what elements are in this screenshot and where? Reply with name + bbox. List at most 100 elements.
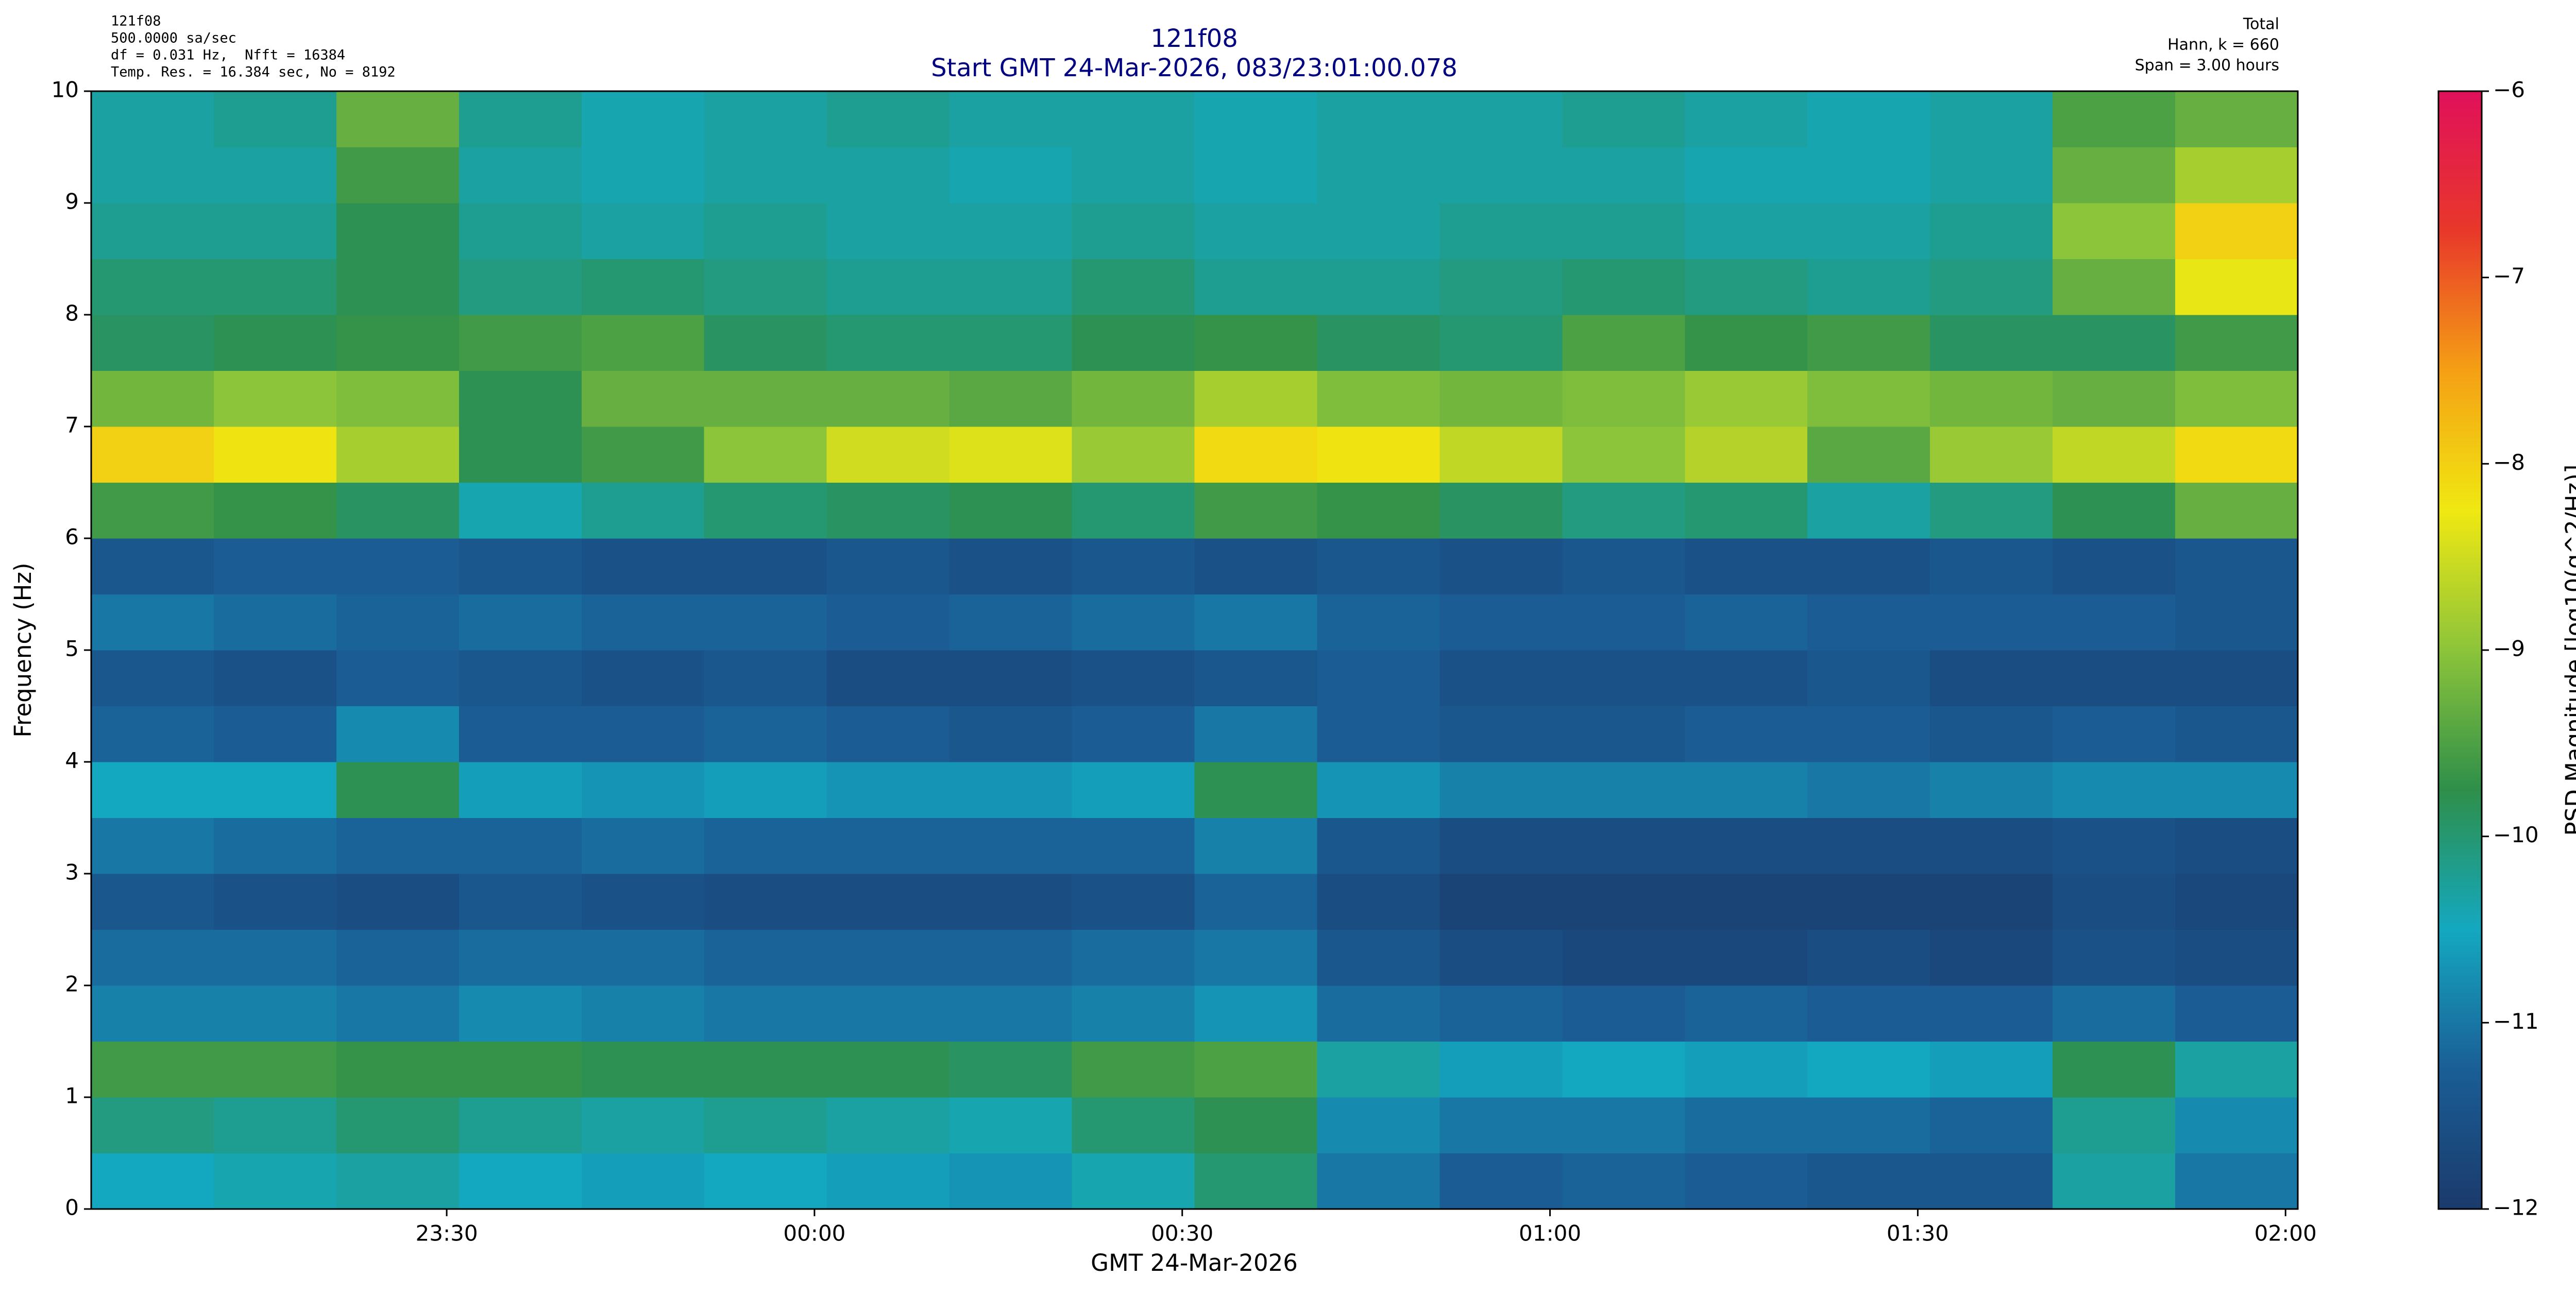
heat-cell [336, 315, 460, 371]
heat-cell [2175, 818, 2298, 874]
heat-cell [1439, 482, 1563, 539]
heat-cell [1194, 650, 1317, 706]
heat-cell [826, 203, 950, 259]
heat-cell [1562, 1041, 1685, 1098]
colorbar-tick-label: −12 [2493, 1195, 2539, 1220]
heat-cell [91, 985, 214, 1042]
heat-cell [1807, 1041, 1930, 1098]
heat-cell [1562, 706, 1685, 762]
heat-cell [949, 315, 1073, 371]
heat-cell [1562, 650, 1685, 706]
heat-cell [336, 538, 460, 594]
y-tick-label: 10 [52, 77, 79, 103]
heat-cell [336, 818, 460, 874]
heat-cell [2053, 985, 2176, 1042]
heat-cell [826, 427, 950, 483]
heat-cell [213, 1153, 337, 1210]
heat-cell [1317, 706, 1440, 762]
heat-cell [91, 1153, 214, 1210]
y-tick-label: 8 [65, 301, 79, 326]
heat-cell [704, 538, 827, 594]
heat-cell [581, 482, 705, 539]
heat-cell [1439, 929, 1563, 986]
heat-cell [1317, 370, 1440, 427]
heat-cell [1807, 203, 1930, 259]
heat-cell [459, 203, 582, 259]
heat-cell [213, 203, 337, 259]
heat-cell [91, 91, 214, 147]
heat-cell [1194, 929, 1317, 986]
heat-cell [1807, 874, 1930, 930]
heat-cell [213, 594, 337, 651]
heat-cell [949, 874, 1073, 930]
heat-cell [2175, 370, 2298, 427]
heat-cell [704, 1097, 827, 1153]
heat-cell [1930, 650, 2053, 706]
heat-cell [1807, 427, 1930, 483]
heat-cell [949, 203, 1073, 259]
y-tick-label: 2 [65, 972, 79, 997]
heat-cell [2053, 818, 2176, 874]
heat-cell [2175, 706, 2298, 762]
heat-cell [1930, 315, 2053, 371]
heat-cell [826, 315, 950, 371]
heat-cell [1562, 370, 1685, 427]
colorbar-tick-label: −8 [2493, 450, 2525, 475]
heat-cell [1439, 315, 1563, 371]
info-right: Total [2243, 15, 2279, 33]
heat-cell [1439, 818, 1563, 874]
heat-cell [1194, 91, 1317, 147]
heat-cell [2053, 1097, 2176, 1153]
heat-cell [2175, 594, 2298, 651]
heat-cell [1194, 1041, 1317, 1098]
heat-cell [459, 762, 582, 818]
heat-cell [1930, 818, 2053, 874]
heat-cell [949, 818, 1073, 874]
heat-cell [1562, 482, 1685, 539]
heat-cell [336, 929, 460, 986]
heat-cell [459, 874, 582, 930]
heat-cell [459, 427, 582, 483]
heat-cell [949, 985, 1073, 1042]
heat-cell [1072, 650, 1195, 706]
heat-cell [459, 706, 582, 762]
heat-cell [1194, 594, 1317, 651]
heat-cell [1807, 259, 1930, 315]
info-left: 500.0000 sa/sec [111, 30, 236, 46]
colorbar-tick-label: −9 [2493, 636, 2525, 661]
heat-cell [1807, 929, 1930, 986]
colorbar [2437, 90, 2483, 1210]
heat-cell [1439, 1097, 1563, 1153]
heat-cell [1807, 985, 1930, 1042]
heat-cell [213, 427, 337, 483]
heat-cell [459, 1097, 582, 1153]
heat-cell [1685, 1041, 1808, 1098]
heat-cell [336, 762, 460, 818]
heat-cell [1930, 1041, 2053, 1098]
heat-cell [1439, 1153, 1563, 1210]
heat-cell [2175, 985, 2298, 1042]
colorbar-tick-label: −10 [2493, 822, 2539, 847]
heat-cell [1439, 762, 1563, 818]
heat-cell [1317, 203, 1440, 259]
heat-cell [1807, 762, 1930, 818]
heat-cell [1194, 706, 1317, 762]
heat-cell [336, 594, 460, 651]
heat-cell [91, 259, 214, 315]
heat-cell [1685, 594, 1808, 651]
heat-cell [1072, 203, 1195, 259]
heat-cell [1685, 650, 1808, 706]
heat-cell [581, 1097, 705, 1153]
heat-cell [1685, 370, 1808, 427]
heat-cell [1072, 762, 1195, 818]
heat-cell [2175, 259, 2298, 315]
heat-cell [1930, 91, 2053, 147]
heat-cell [1439, 538, 1563, 594]
y-axis-label: Frequency (Hz) [9, 563, 37, 737]
heat-cell [1685, 538, 1808, 594]
heat-cell [581, 1041, 705, 1098]
heat-cell [1930, 370, 2053, 427]
heat-cell [336, 650, 460, 706]
heat-cell [581, 929, 705, 986]
heat-cell [826, 929, 950, 986]
